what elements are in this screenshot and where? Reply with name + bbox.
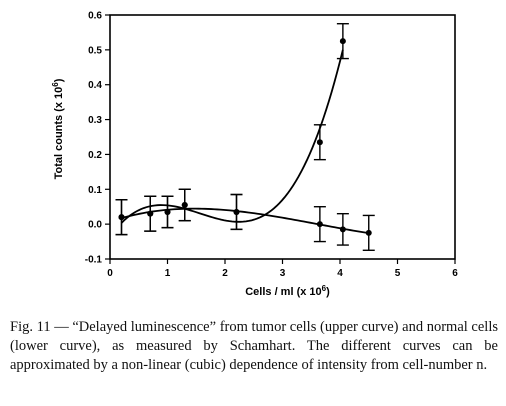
y-tick-label: 0.2	[88, 150, 102, 161]
y-tick-label: 0.1	[88, 185, 102, 196]
y-tick-label: 0.5	[88, 45, 102, 56]
x-tick-label: 5	[395, 268, 401, 279]
data-point	[365, 229, 372, 236]
y-axis-title: Total counts (x 106)	[51, 78, 66, 179]
y-tick-label: -0.1	[85, 255, 103, 266]
data-point	[181, 201, 188, 208]
x-tick-label: 0	[107, 268, 113, 279]
x-tick-label: 4	[337, 268, 343, 279]
data-point	[316, 139, 323, 146]
data-point	[164, 208, 171, 215]
y-tick-label: 0.4	[88, 80, 102, 91]
plot-frame	[109, 14, 456, 260]
x-tick-label: 3	[280, 268, 286, 279]
x-tick-label: 2	[222, 268, 228, 279]
x-tick-label: 6	[452, 268, 458, 279]
figure-caption: Fig. 11 — “Delayed luminescence” from tu…	[10, 319, 498, 373]
data-point	[316, 221, 323, 228]
y-tick-label: 0.3	[88, 115, 102, 126]
fit-curves	[120, 49, 369, 235]
data-point	[339, 38, 346, 45]
axis-labels: 0 1 2 3 4 5 6 -0.1 0.0 0.1 0.2 0.3 0.4 0.5 0.6 Cells / …	[51, 11, 459, 299]
axes	[105, 14, 456, 264]
data-point	[233, 208, 240, 215]
data-point	[147, 210, 154, 217]
x-axis-title: Cells / ml (x 106)	[245, 284, 330, 299]
data-marks	[115, 23, 375, 251]
y-tick-label: 0.6	[88, 11, 102, 22]
data-point	[118, 214, 125, 221]
fit-curve-series-1	[120, 49, 344, 224]
x-tick-label: 1	[165, 268, 171, 279]
y-tick-label: 0.0	[88, 220, 102, 231]
data-point	[339, 226, 346, 233]
chart: 0 1 2 3 4 5 6 -0.1 0.0 0.1 0.2 0.3 0.4 0.5 0.6 Cells / …	[51, 11, 459, 299]
fit-curve-series-2	[121, 207, 369, 235]
